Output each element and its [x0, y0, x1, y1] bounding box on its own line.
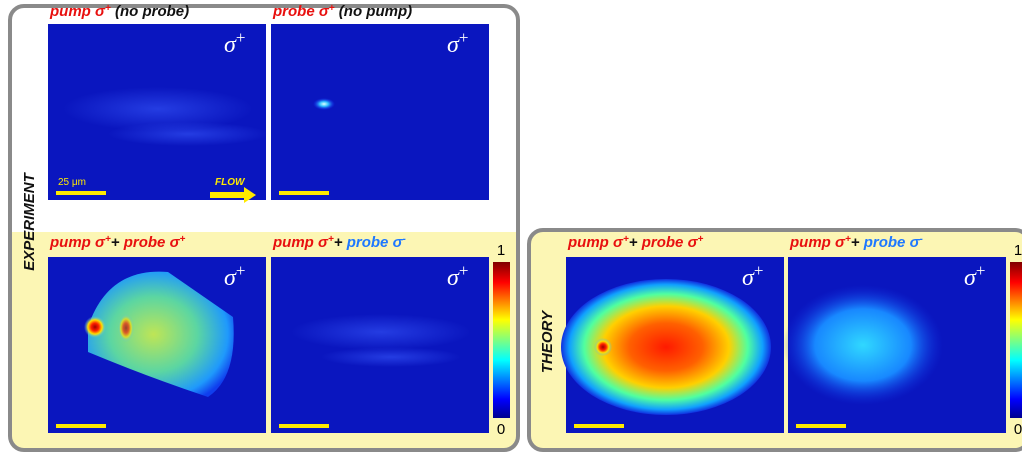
colorbar-max: 1 — [497, 242, 505, 259]
title-part: pump σ — [789, 234, 846, 251]
label-base: σ — [964, 265, 977, 291]
signal — [594, 338, 612, 356]
section-label: THEORY — [539, 309, 556, 373]
title-part: + — [851, 234, 864, 251]
title-part: + — [329, 3, 335, 14]
title-part: pump σ — [49, 3, 106, 20]
signal — [291, 314, 471, 350]
title-part: + — [623, 234, 629, 245]
signal — [108, 122, 268, 146]
colorbar-scale — [493, 262, 510, 418]
scale-bar — [279, 191, 329, 195]
title-part: pump σ — [49, 234, 106, 251]
scale-bar — [56, 424, 106, 428]
flow-label: FLOW — [215, 177, 246, 188]
label-base: σ — [224, 32, 237, 58]
title-part: + — [111, 234, 124, 251]
panel-title: pump σ++ probe σ- — [272, 234, 407, 252]
signal — [561, 279, 771, 415]
title-part: (no probe) — [111, 3, 189, 20]
label-base: σ — [447, 32, 460, 58]
title-part: pump σ — [567, 234, 624, 251]
colorbar-scale — [1010, 262, 1022, 418]
image — [271, 24, 489, 200]
image-panel: pump σ+ (no probe)σ+25 μm FLOW — [48, 3, 268, 203]
label-sup: + — [754, 261, 764, 280]
scale-bar — [56, 191, 106, 195]
signal — [88, 271, 234, 397]
scale-label: 25 μm — [58, 177, 86, 188]
panel-title: pump σ++ probe σ+ — [567, 234, 704, 252]
signal — [63, 87, 253, 131]
signal — [783, 285, 943, 405]
colorbar-min: 0 — [497, 421, 505, 438]
experiment-frame — [8, 4, 520, 452]
signal — [321, 347, 461, 367]
colorbar-min: 0 — [1014, 421, 1022, 438]
title-part: + — [180, 234, 186, 245]
title-part: probe σ — [272, 3, 330, 20]
scale-bar — [574, 424, 624, 428]
scale-bar — [796, 424, 846, 428]
label-sup: + — [976, 261, 986, 280]
title-part: probe σ — [346, 234, 404, 251]
title-part: probe σ — [123, 234, 181, 251]
title-part: + — [698, 234, 704, 245]
flow-arrow — [210, 187, 256, 203]
polarization-label: σ+ — [742, 261, 763, 292]
polarization-label: σ+ — [964, 261, 985, 292]
image-panel: pump σ++ probe σ-σ+ — [271, 234, 489, 433]
label-base: σ — [447, 265, 460, 291]
section-label: EXPERIMENT — [21, 171, 38, 270]
title-part: (no pump) — [335, 3, 412, 20]
signal — [84, 316, 106, 338]
title-part: - — [403, 234, 407, 245]
image-panel: probe σ+ (no pump)σ+ — [271, 3, 489, 200]
signal — [313, 98, 335, 110]
scale-bar — [279, 424, 329, 428]
colorbar: 10 — [1010, 242, 1022, 438]
title-part: + — [105, 3, 111, 14]
label-sup: + — [459, 261, 469, 280]
title-part: + — [629, 234, 642, 251]
title-part: probe σ — [641, 234, 699, 251]
title-part: probe σ — [863, 234, 921, 251]
title-part: + — [105, 234, 111, 245]
polarization-label: σ+ — [224, 261, 245, 292]
polarization-label: σ+ — [224, 28, 245, 59]
polarization-label: σ+ — [447, 261, 468, 292]
panel-title: probe σ+ (no pump) — [272, 3, 412, 21]
polarization-label: σ+ — [447, 28, 468, 59]
title-part: + — [334, 234, 347, 251]
label-sup: + — [459, 28, 469, 47]
panel-title: pump σ+ (no probe) — [49, 3, 189, 21]
image-panel: pump σ++ probe σ+σ+ — [561, 234, 784, 433]
image-panel: pump σ++ probe σ+σ+ — [48, 234, 266, 433]
label-sup: + — [236, 28, 246, 47]
label-base: σ — [224, 265, 237, 291]
title-part: pump σ — [272, 234, 329, 251]
title-part: - — [920, 234, 924, 245]
title-part: + — [328, 234, 334, 245]
colorbar-max: 1 — [1014, 242, 1022, 259]
title-part: + — [845, 234, 851, 245]
colorbar: 10 — [493, 242, 510, 438]
signal — [118, 314, 134, 342]
panel-title: pump σ++ probe σ- — [789, 234, 924, 252]
panel-title: pump σ++ probe σ+ — [49, 234, 186, 252]
image-panel: pump σ++ probe σ-σ+ — [783, 234, 1006, 433]
label-sup: + — [236, 261, 246, 280]
label-base: σ — [742, 265, 755, 291]
